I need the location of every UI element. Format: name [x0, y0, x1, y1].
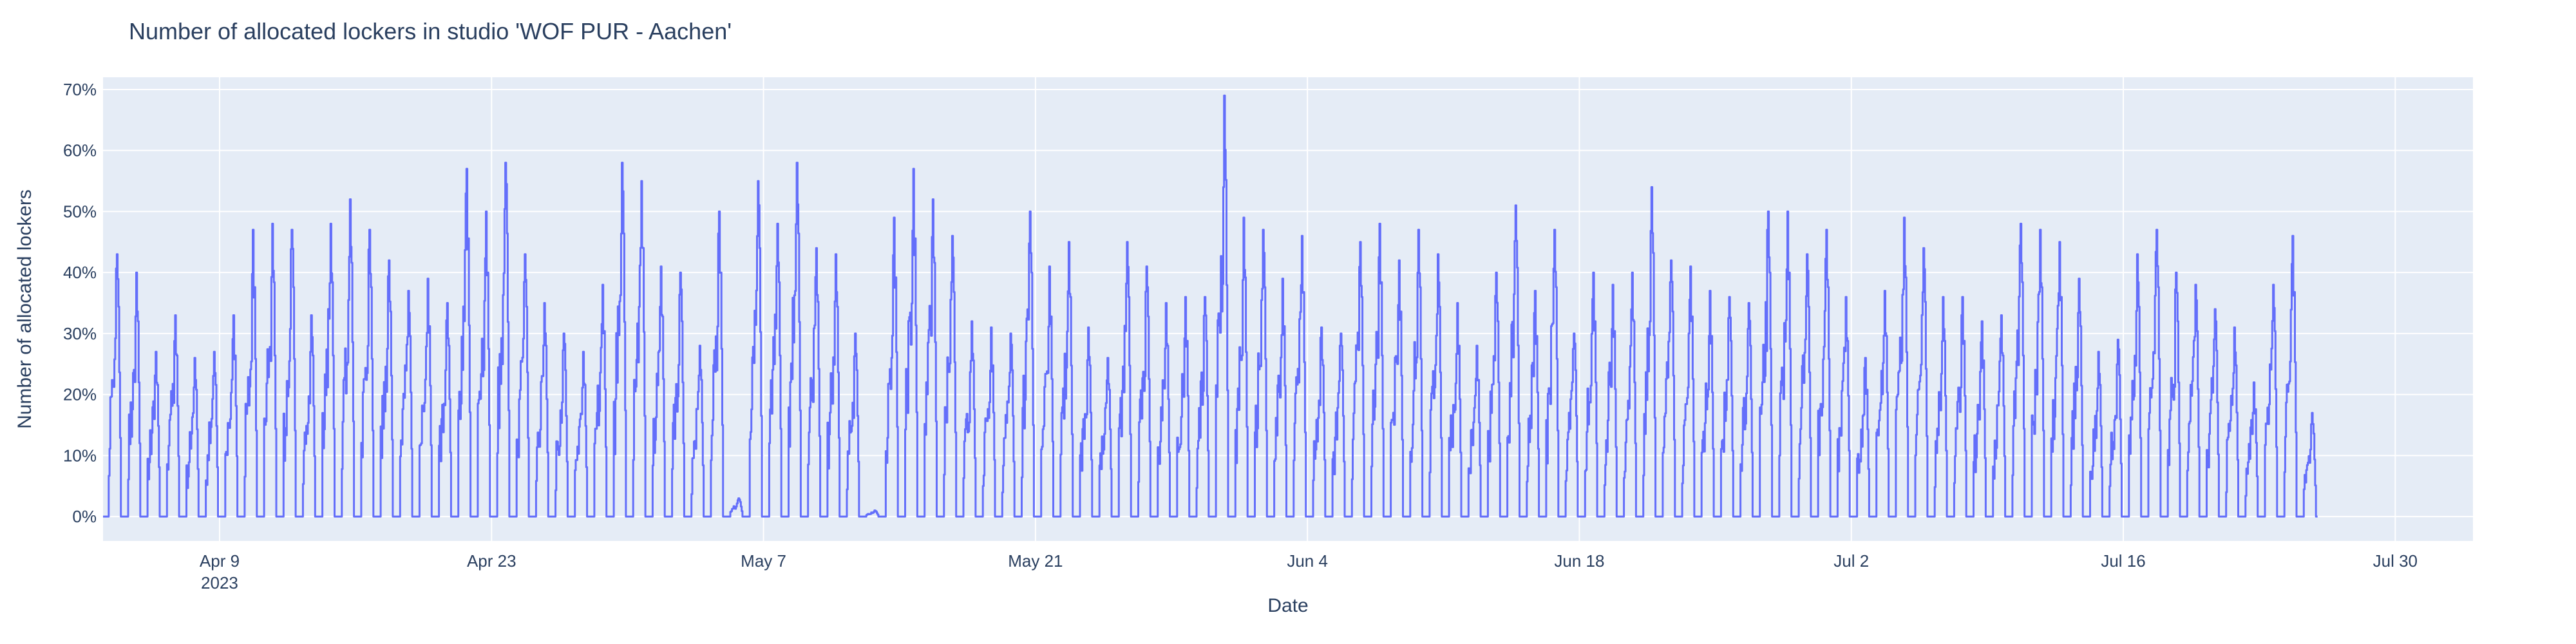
- x-tick-label: Jul 30: [2373, 551, 2418, 571]
- series-line: [103, 94, 2318, 518]
- x-tick-label: May 21: [1008, 551, 1063, 571]
- x-tick-label: May 7: [741, 551, 786, 571]
- y-tick-label: 50%: [63, 202, 97, 221]
- x-tick-year-label: 2023: [201, 573, 238, 592]
- x-tick-label: Jul 16: [2101, 551, 2145, 571]
- y-tick-label: 20%: [63, 385, 97, 404]
- y-tick-label: 70%: [63, 80, 97, 99]
- x-tick-label: Jun 4: [1287, 551, 1328, 571]
- x-tick-label: Apr 9: [200, 551, 240, 571]
- x-axis-title: Date: [1267, 595, 1308, 616]
- y-tick-label: 60%: [63, 141, 97, 160]
- y-axis-ticks: 0% 10% 20% 30% 40% 50% 60% 70%: [63, 80, 97, 526]
- x-axis-ticks: Apr 9 2023 Apr 23 May 7 May 21 Jun 4 Jun 18 Jul…: [200, 551, 2418, 592]
- y-tick-label: 0%: [72, 507, 97, 526]
- chart-title: Number of allocated lockers in studio 'W…: [129, 18, 732, 44]
- x-tick-label: Apr 23: [467, 551, 516, 571]
- y-tick-label: 30%: [63, 324, 97, 343]
- y-tick-label: 10%: [63, 446, 97, 465]
- y-tick-label: 40%: [63, 263, 97, 282]
- x-tick-label: Jun 18: [1554, 551, 1604, 571]
- y-axis-title: Number of allocated lockers: [14, 189, 35, 429]
- series-layer: [103, 94, 2318, 518]
- x-tick-label: Jul 2: [1833, 551, 1869, 571]
